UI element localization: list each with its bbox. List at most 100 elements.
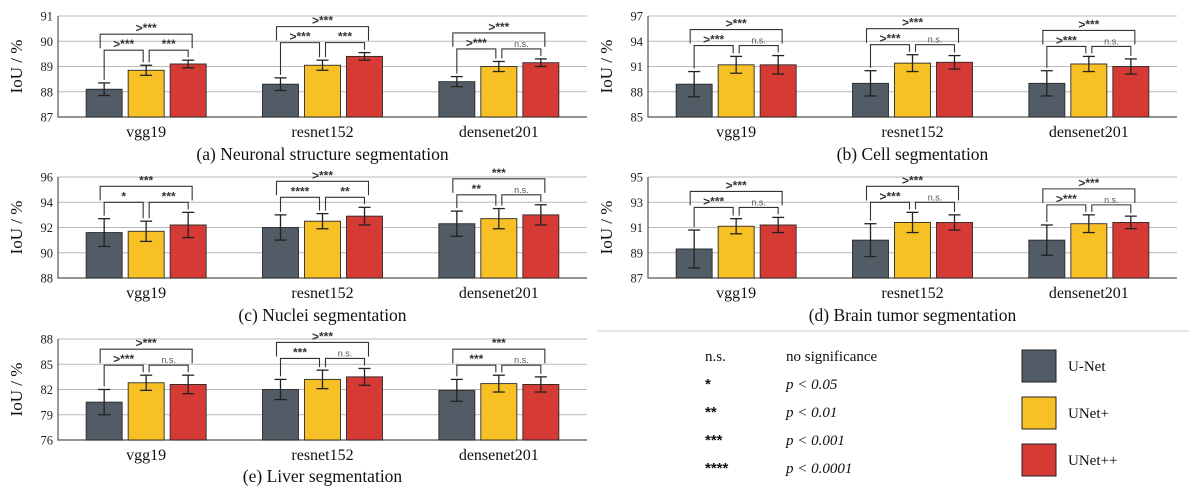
significance-bracket bbox=[103, 201, 144, 219]
bar bbox=[304, 220, 341, 279]
significance-bracket bbox=[452, 178, 546, 193]
legend-significance-text: p < 0.05 bbox=[785, 377, 838, 393]
x-category-label: densenet201 bbox=[459, 285, 539, 302]
legend-significance-text: no significance bbox=[786, 349, 878, 365]
y-tick-label: 91 bbox=[631, 60, 644, 74]
significance-label: * bbox=[121, 189, 126, 203]
significance-bracket bbox=[865, 28, 960, 43]
panel-caption: (a) Neuronal structure segmentation bbox=[196, 144, 448, 164]
bar bbox=[346, 215, 383, 279]
significance-label: >*** bbox=[726, 17, 747, 31]
bar bbox=[1112, 221, 1150, 279]
significance-label: >*** bbox=[113, 352, 134, 366]
significance-label: n.s. bbox=[514, 39, 529, 49]
axis-frame bbox=[57, 16, 587, 118]
significance-bracket bbox=[1042, 188, 1136, 203]
chart-panel: 85 88 91 94 97 IoU / % >*** n.s. >*** vgg19 >*** n.… bbox=[597, 10, 1177, 164]
significance-label: >*** bbox=[902, 16, 923, 30]
y-tick-label: 90 bbox=[41, 246, 54, 260]
significance-bracket bbox=[738, 45, 779, 54]
significance-label: *** bbox=[492, 336, 506, 350]
significance-label: >*** bbox=[1056, 192, 1077, 206]
significance-bracket bbox=[1091, 204, 1132, 214]
significance-label: n.s. bbox=[751, 197, 766, 207]
bar bbox=[127, 382, 165, 441]
significance-bracket bbox=[869, 201, 911, 221]
significance-label: n.s. bbox=[514, 185, 529, 195]
significance-bracket bbox=[865, 185, 960, 201]
panel-caption: (b) Cell segmentation bbox=[837, 144, 989, 164]
significance-label: n.s. bbox=[338, 348, 353, 358]
significance-bracket bbox=[324, 42, 366, 58]
significance-bracket bbox=[452, 348, 546, 364]
axis-frame bbox=[57, 339, 587, 441]
significance-label: **** bbox=[291, 184, 310, 198]
legend-significance-symbol: ** bbox=[705, 404, 717, 421]
significance-bracket bbox=[501, 194, 542, 206]
significance-label: >*** bbox=[1078, 176, 1099, 190]
y-tick-label: 94 bbox=[41, 196, 54, 210]
significance-bracket bbox=[275, 26, 370, 41]
significance-label: ** bbox=[340, 184, 350, 198]
x-category-label: vgg19 bbox=[126, 285, 166, 302]
x-category-label: densenet201 bbox=[459, 447, 539, 464]
y-axis-label: IoU / % bbox=[7, 40, 26, 94]
significance-label: n.s. bbox=[928, 192, 943, 202]
x-category-label: vgg19 bbox=[716, 285, 756, 302]
significance-bracket bbox=[148, 49, 189, 63]
significance-bracket bbox=[689, 190, 783, 206]
significance-bracket bbox=[103, 49, 144, 80]
significance-bracket bbox=[99, 185, 193, 201]
significance-bracket bbox=[914, 201, 956, 212]
y-axis-label: IoU / % bbox=[597, 40, 616, 94]
axis-frame bbox=[647, 177, 1177, 279]
significance-bracket bbox=[738, 206, 779, 216]
y-tick-label: 89 bbox=[631, 246, 644, 260]
x-category-label: vgg19 bbox=[126, 447, 166, 464]
y-tick-label: 76 bbox=[41, 434, 54, 448]
x-category-label: densenet201 bbox=[1049, 124, 1129, 141]
significance-label: ** bbox=[472, 182, 482, 196]
significance-label: n.s. bbox=[751, 36, 766, 46]
bar bbox=[346, 55, 383, 118]
bar bbox=[438, 81, 476, 118]
significance-label: >*** bbox=[136, 21, 157, 35]
significance-bracket bbox=[689, 29, 783, 44]
significance-bracket bbox=[501, 364, 542, 374]
y-tick-label: 88 bbox=[631, 85, 644, 99]
significance-label: *** bbox=[293, 345, 307, 359]
bar bbox=[936, 61, 973, 118]
panel-caption: (e) Liver segmentation bbox=[243, 466, 403, 486]
significance-label: n.s. bbox=[928, 35, 943, 45]
chart-panel: 76 79 82 85 88 IoU / % >*** n.s. >*** vgg19 *** n.s… bbox=[7, 329, 587, 486]
significance-bracket bbox=[914, 44, 956, 53]
legend-significance-symbol: *** bbox=[705, 432, 723, 449]
legend-significance-text: p < 0.001 bbox=[785, 433, 845, 449]
significance-bracket bbox=[275, 341, 370, 357]
y-tick-label: 82 bbox=[41, 383, 54, 397]
bar bbox=[522, 384, 560, 441]
significance-label: *** bbox=[469, 352, 483, 366]
y-tick-label: 88 bbox=[41, 272, 54, 286]
significance-label: >*** bbox=[703, 194, 724, 208]
x-category-label: resnet152 bbox=[291, 447, 353, 464]
bar bbox=[169, 63, 207, 118]
y-tick-label: 85 bbox=[41, 358, 54, 372]
bar bbox=[304, 64, 341, 118]
y-tick-label: 91 bbox=[41, 10, 54, 24]
significance-bracket bbox=[456, 364, 497, 377]
y-tick-label: 96 bbox=[41, 171, 54, 185]
panel-caption: (c) Nuclei segmentation bbox=[238, 305, 406, 325]
bar bbox=[480, 383, 518, 441]
legend-significance-symbol: n.s. bbox=[705, 349, 726, 365]
significance-bracket bbox=[452, 32, 546, 47]
significance-label: >*** bbox=[1056, 33, 1077, 47]
y-axis-label: IoU / % bbox=[7, 363, 26, 417]
significance-label: >*** bbox=[136, 336, 157, 350]
significance-bracket bbox=[693, 206, 734, 228]
significance-bracket bbox=[324, 357, 366, 368]
x-category-label: resnet152 bbox=[881, 285, 943, 302]
significance-label: *** bbox=[139, 173, 153, 187]
